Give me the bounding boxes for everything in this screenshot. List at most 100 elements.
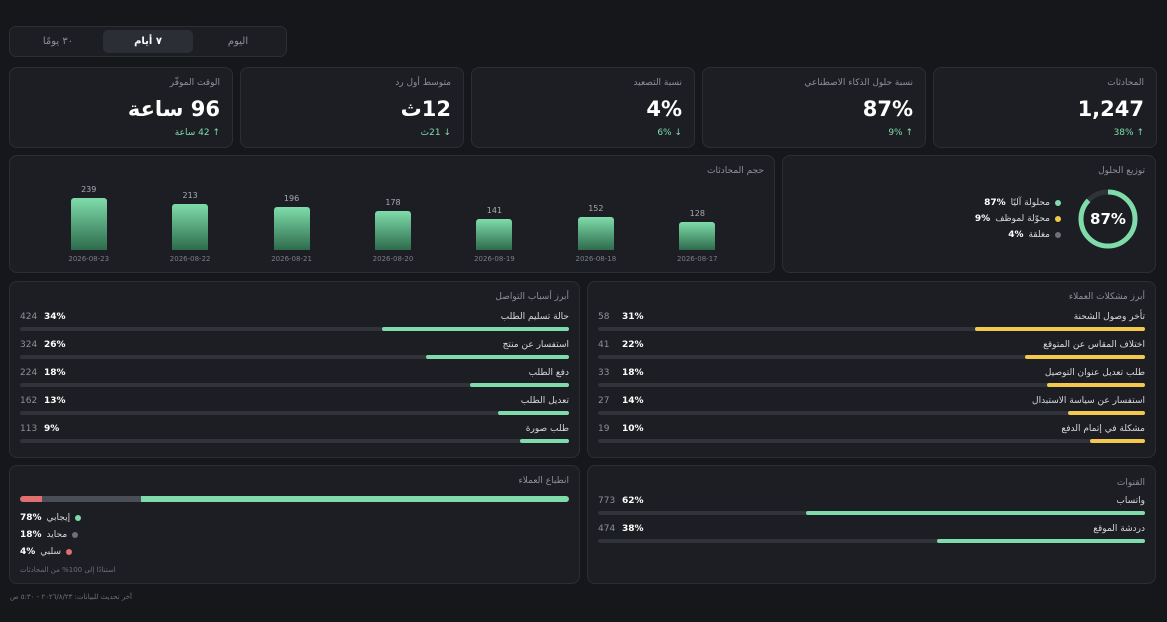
item-label: تعديل الطلب (520, 396, 569, 406)
tab-today[interactable]: اليوم (227, 36, 249, 47)
channels-card: القنوات واتساب 773 62% دردشة الموقع 474 38% (587, 465, 1156, 584)
item-percent: 38% (622, 524, 644, 534)
legend-label: سلبي (40, 547, 62, 557)
legend-label: محوّلة لموظف (995, 214, 1050, 224)
item-label: واتساب (1116, 496, 1145, 506)
kpi-label: متوسط أول رد (395, 78, 451, 88)
item-count: 424 (20, 312, 38, 322)
legend-closed: مغلقة 4% (1008, 230, 1061, 240)
item-label: حالة تسليم الطلب (500, 312, 569, 322)
legend-dot (75, 515, 82, 521)
legend-dot (66, 549, 73, 555)
list-item: تأخر وصول الشحنة 58 31% (598, 312, 1145, 338)
resolution-card: توزيع الحلول 87% محلولة آليًا 87% محوّلة… (782, 155, 1156, 273)
chart-x-tick-label: 2026-08-22 (169, 255, 211, 263)
item-percent: 31% (622, 312, 644, 322)
legend-pct: 4% (20, 547, 36, 557)
item-count: 324 (20, 340, 38, 350)
progress-track (20, 327, 569, 331)
chart-title: حجم المحادثات (707, 166, 764, 176)
legend-pct: 18% (20, 530, 42, 540)
legend-label: مغلقة (1028, 230, 1050, 240)
donut-center-value: 87% (1090, 210, 1126, 228)
legend-pct: 87% (984, 198, 1006, 208)
kpi-value: 96 ساعة (127, 97, 220, 121)
item-label: استفسار عن منتج (502, 340, 569, 350)
item-count: 58 (598, 312, 610, 322)
list-item: دردشة الموقع 474 38% (598, 524, 1145, 550)
period-tabs: ٣٠ يومًا ٧ أيام اليوم (9, 26, 287, 57)
sentiment-legend-positive: 78% إيجابي (20, 513, 82, 523)
kpi-ai-resolution: نسبة حلول الذكاء الاصطناعي 87% ↑ 9% (702, 67, 926, 148)
list-item: حالة تسليم الطلب 424 34% (20, 312, 569, 338)
list-item: طلب صورة 113 9% (20, 424, 569, 450)
legend-pct: 4% (1008, 230, 1024, 240)
progress-fill (382, 327, 569, 331)
chart-bar (172, 203, 209, 250)
kpi-delta: ↓ 6% (657, 128, 682, 138)
kpi-delta: ↑ 9% (888, 128, 913, 138)
donut-arc-auto-resolved (1078, 189, 1138, 249)
item-percent: 13% (44, 396, 66, 406)
kpi-escalation: نسبة التصعيد 4% ↓ 6% (471, 67, 695, 148)
chart-x-tick-label: 2026-08-18 (575, 255, 617, 263)
kpi-label: نسبة التصعيد (633, 78, 682, 88)
chart-data-label: 239 (81, 185, 97, 194)
kpi-label: الوقت الموفّر (169, 78, 220, 88)
chart-bar (273, 207, 310, 250)
list-item: مشكلة في إتمام الدفع 19 10% (598, 424, 1145, 450)
tab-7-days[interactable]: ٧ أيام (103, 30, 193, 53)
list-item: تعديل الطلب 162 13% (20, 396, 569, 422)
chart-data-label: 178 (385, 198, 401, 208)
item-percent: 14% (622, 396, 644, 406)
item-count: 224 (20, 368, 38, 378)
item-count: 33 (598, 368, 610, 378)
progress-fill (1090, 439, 1145, 443)
progress-fill (426, 355, 569, 359)
progress-track (598, 539, 1145, 543)
sentiment-segment-neutral (41, 496, 141, 502)
legend-label: محايد (46, 530, 68, 540)
item-label: استفسار عن سياسة الاستبدال (1032, 396, 1145, 406)
kpi-label: نسبة حلول الذكاء الاصطناعي (804, 78, 913, 88)
progress-fill (1046, 383, 1145, 387)
legend-transferred: محوّلة لموظف 9% (975, 214, 1061, 224)
list-item: استفسار عن سياسة الاستبدال 27 14% (598, 396, 1145, 422)
chart-data-label: 196 (283, 194, 300, 204)
item-percent: 22% (622, 340, 644, 350)
chart-bar (577, 216, 614, 250)
sentiment-legend-negative: 4% سلبي (20, 547, 73, 557)
contact-reasons-card: أبرز أسباب التواصل حالة تسليم الطلب 424 34… (9, 281, 580, 458)
item-count: 41 (598, 340, 610, 350)
list-item: استفسار عن منتج 324 26% (20, 340, 569, 366)
sentiment-legend-neutral: 18% محايد (20, 530, 79, 540)
chart-bar (70, 198, 107, 250)
customer-issues-title: أبرز مشكلات العملاء (1068, 292, 1145, 302)
item-percent: 9% (44, 424, 60, 434)
list-item: طلب تعديل عنوان التوصيل 33 18% (598, 368, 1145, 394)
item-percent: 62% (622, 496, 644, 506)
legend-label: محلولة آليًا (1010, 198, 1050, 208)
kpi-delta: ↓ 21ث (420, 128, 451, 138)
tab-30-days[interactable]: ٣٠ يومًا (42, 36, 74, 47)
progress-fill (805, 511, 1145, 515)
item-count: 474 (598, 524, 616, 534)
item-label: طلب صورة (525, 424, 569, 434)
sentiment-title: انطباع العملاء (518, 476, 569, 486)
progress-fill (937, 539, 1145, 543)
item-percent: 26% (44, 340, 66, 350)
resolution-title: توزيع الحلول (1098, 166, 1145, 176)
item-percent: 10% (622, 424, 644, 434)
chart-x-tick-label: 2026-08-21 (271, 255, 312, 263)
list-item: دفع الطلب 224 18% (20, 368, 569, 394)
kpi-conversations: المحادثات 1,247 ↑ 38% (933, 67, 1157, 148)
item-label: دردشة الموقع (1093, 524, 1145, 534)
progress-track (598, 511, 1145, 515)
kpi-time-saved: الوقت الموفّر 96 ساعة ↑ 42 ساعة (9, 67, 233, 148)
item-label: طلب تعديل عنوان التوصيل (1044, 368, 1145, 378)
progress-track (598, 327, 1145, 331)
list-item: اختلاف المقاس عن المتوقع 41 22% (598, 340, 1145, 366)
item-label: اختلاف المقاس عن المتوقع (1043, 340, 1145, 350)
legend-dot (72, 532, 79, 538)
item-count: 773 (598, 496, 616, 506)
